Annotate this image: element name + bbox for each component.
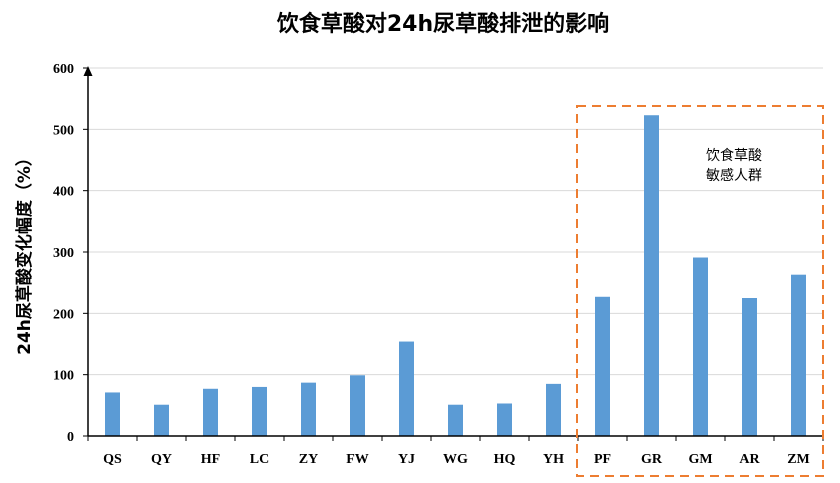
chart-title: 饮食草酸对24h尿草酸排泄的影响: [276, 11, 609, 37]
bar-yh: [546, 383, 561, 436]
x-label-gm: GM: [688, 452, 712, 467]
x-category-labels: QS QY HF LC ZY FW YJ WG HQ YH PF GR GM AR ZM: [103, 452, 810, 467]
bar-zm: [791, 274, 806, 436]
x-label-fw: FW: [346, 452, 369, 467]
y-tick-label: 400: [53, 185, 74, 200]
gridlines: [88, 67, 823, 376]
y-tick-label: 100: [53, 369, 74, 384]
bar-gr: [644, 115, 659, 436]
y-tick-label: 300: [53, 246, 74, 261]
x-label-wg: WG: [443, 452, 468, 467]
x-label-qy: QY: [151, 452, 172, 467]
x-label-lc: LC: [250, 452, 269, 467]
x-label-yh: YH: [543, 452, 564, 467]
sensitive-group-highlight-box: [576, 105, 824, 477]
bar-yj: [399, 341, 414, 436]
x-label-qs: QS: [103, 452, 122, 467]
highlight-label-line2: 敏感人群: [706, 167, 762, 184]
x-label-yj: YJ: [398, 452, 415, 467]
bar-pf: [595, 296, 610, 436]
y-axis-label: 24h尿草酸变化幅度（%）: [14, 149, 35, 355]
bar-hq: [497, 403, 512, 436]
bar-ar: [742, 298, 757, 436]
highlight-label-line1: 饮食草酸: [706, 147, 762, 164]
y-axis-arrow-icon: [83, 66, 93, 76]
y-tick-labels: 0 100 200 300 400 500 600: [53, 62, 88, 445]
x-label-pf: PF: [594, 452, 611, 467]
bar-qy: [154, 404, 169, 436]
x-label-hq: HQ: [494, 452, 516, 467]
x-label-hf: HF: [201, 452, 220, 467]
x-label-gr: GR: [641, 452, 663, 467]
y-tick-label: 600: [53, 62, 74, 77]
bar-lc: [252, 386, 267, 436]
y-tick-label: 200: [53, 307, 74, 322]
bar-qs: [105, 392, 120, 436]
bar-zy: [301, 382, 316, 436]
y-tick-label: 0: [67, 430, 74, 445]
bar-hf: [203, 388, 218, 436]
y-tick-label: 500: [53, 123, 74, 138]
bar-wg: [448, 404, 463, 436]
bars: [105, 115, 806, 436]
bar-gm: [693, 257, 708, 436]
x-label-zm: ZM: [787, 452, 810, 467]
x-label-zy: ZY: [299, 452, 318, 467]
bar-fw: [350, 375, 365, 436]
x-label-ar: AR: [739, 452, 760, 467]
